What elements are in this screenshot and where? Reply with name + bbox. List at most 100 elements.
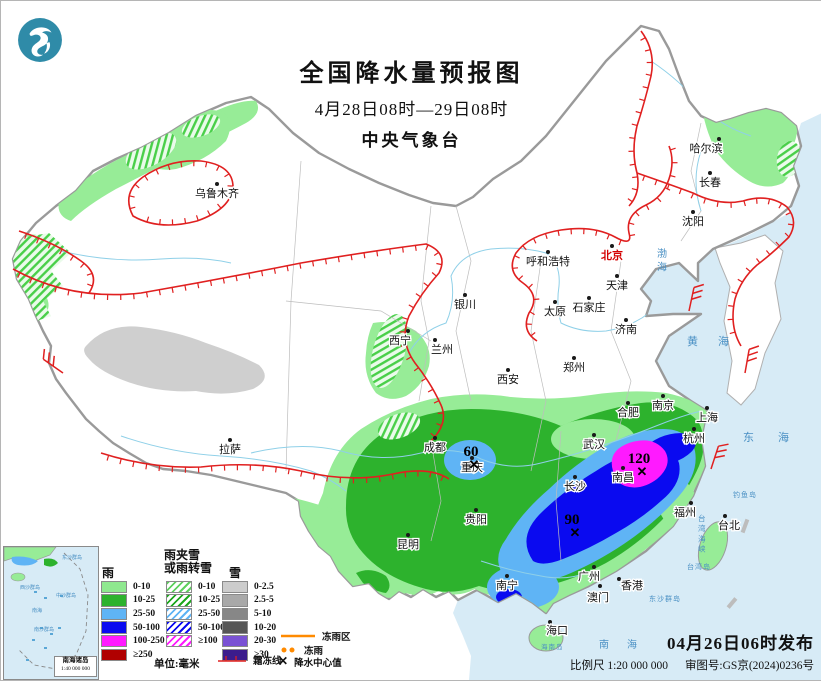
- city-dot: [215, 182, 219, 186]
- city-dot: [708, 171, 712, 175]
- city-dot: [406, 533, 410, 537]
- frost-line-tick: [390, 249, 391, 255]
- city-dot: [505, 574, 509, 578]
- city-label: 长春: [699, 176, 721, 189]
- city-dot: [598, 584, 602, 588]
- city-dot: [610, 244, 614, 248]
- city-label: 贵阳: [465, 513, 487, 526]
- inset-label: 西沙群岛: [20, 584, 40, 591]
- city-dot: [587, 296, 591, 300]
- city-dot: [228, 438, 232, 442]
- map-scale: 比例尺 1:20 000 000: [570, 660, 668, 672]
- city-label: 西安: [497, 372, 519, 386]
- agency-name: 中央气象台: [1, 126, 821, 151]
- city-dot: [626, 401, 630, 405]
- city-label: 澳门: [587, 590, 609, 604]
- city-label: 西宁: [389, 333, 411, 347]
- frost-line-tick: [364, 253, 365, 258]
- frost-line-tick: [160, 219, 161, 224]
- city-dot: [406, 329, 410, 333]
- inset-label: 南沙群岛: [34, 626, 54, 633]
- inset-label: 中沙群岛: [56, 592, 76, 599]
- city-label: 乌鲁木齐: [195, 186, 239, 200]
- frost-line-tick: [159, 466, 160, 471]
- inset-title-box: 南海诸岛 1:40 000 000: [54, 656, 97, 677]
- frost-line-tick: [134, 294, 135, 300]
- city-label: 太原: [544, 305, 566, 318]
- city-dot: [723, 514, 727, 518]
- forecast-period: 4月28日08时—29日08时: [1, 95, 821, 120]
- frost-line-tick: [327, 476, 328, 481]
- city-dot: [624, 318, 628, 322]
- city-label: 上海: [696, 410, 718, 424]
- city-label: 杭州: [683, 431, 705, 445]
- city-label: 济南: [615, 322, 637, 336]
- city-label: 天津: [606, 279, 628, 292]
- city-label: 南宁: [496, 578, 518, 592]
- city-label: 昆明: [397, 538, 419, 551]
- city-dot: [463, 293, 467, 297]
- approval-number: 审图号:GS京(2024)0236号: [685, 660, 814, 672]
- page-title: 全国降水量预报图: [1, 53, 821, 88]
- frost-line-tick: [94, 294, 95, 300]
- city-label: 海口: [546, 623, 568, 637]
- precip-center-x-mark: ✕: [469, 457, 480, 472]
- city-label: 福州: [674, 505, 696, 519]
- sea-label: 黄海: [687, 334, 749, 348]
- city-label: 兰州: [431, 343, 453, 356]
- city-dot: [572, 356, 576, 360]
- inset-scale: 1:40 000 000: [55, 666, 96, 673]
- city-dot: [621, 466, 625, 470]
- city-dot: [433, 338, 437, 342]
- frost-line-tick: [788, 224, 793, 225]
- city-dot: [546, 250, 550, 254]
- city-label: 南京: [652, 398, 674, 412]
- city-label: 银川: [454, 297, 476, 311]
- frost-line-tick: [632, 177, 637, 178]
- sea-label: 南海: [599, 638, 655, 651]
- city-dot: [689, 501, 693, 505]
- city-dot: [661, 394, 665, 398]
- frost-line-tick: [276, 467, 277, 473]
- city-dot: [433, 436, 437, 440]
- city-dot: [553, 300, 557, 304]
- frost-line-tick: [513, 268, 519, 269]
- frost-line-tick: [405, 472, 406, 477]
- frost-line-tick: [263, 466, 264, 471]
- sea-label: 钓鱼岛: [733, 490, 757, 499]
- city-label: 合肥: [617, 405, 639, 419]
- inset-label: 南海: [32, 607, 42, 614]
- city-label: 台北: [718, 518, 740, 532]
- city-label: 北京: [601, 248, 623, 262]
- city-dot: [592, 565, 596, 569]
- frost-line-tick: [377, 251, 378, 256]
- frost-line-tick: [81, 292, 82, 297]
- frost-line-tick: [534, 299, 540, 300]
- city-dot: [573, 475, 577, 479]
- sea-label: 东沙群岛: [649, 594, 681, 603]
- city-label: 呼和浩特: [526, 254, 570, 268]
- frost-line-tick: [211, 466, 212, 471]
- city-dot: [615, 274, 619, 278]
- city-dot: [705, 406, 709, 410]
- sea-label: 台湾岛: [687, 562, 711, 571]
- frost-line-tick: [403, 247, 404, 253]
- frost-line-tick: [379, 476, 380, 481]
- frost-line-tick: [728, 306, 734, 307]
- city-dot: [692, 427, 696, 431]
- title-block: 全国降水量预报图 4月28日08时—29日08时 中央气象台: [1, 53, 821, 151]
- city-label: 石家庄: [573, 300, 606, 314]
- frost-line-tick: [181, 162, 182, 168]
- frost-line-tick: [146, 464, 147, 469]
- city-label: 沈阳: [682, 214, 704, 228]
- city-label: 广州: [578, 570, 600, 583]
- city-dot: [506, 368, 510, 372]
- city-label: 成都: [424, 441, 446, 454]
- city-dot: [691, 210, 695, 214]
- south-china-sea-inset: 东沙群岛西沙群岛中沙群岛南海南沙群岛 南海诸岛 1:40 000 000: [3, 546, 99, 680]
- city-label: 武汉: [583, 438, 605, 451]
- city-label: 香港: [621, 579, 643, 592]
- inset-title: 南海诸岛: [55, 657, 96, 666]
- city-label: 南昌: [612, 471, 634, 484]
- precip-center-x-mark: ✕: [570, 525, 581, 540]
